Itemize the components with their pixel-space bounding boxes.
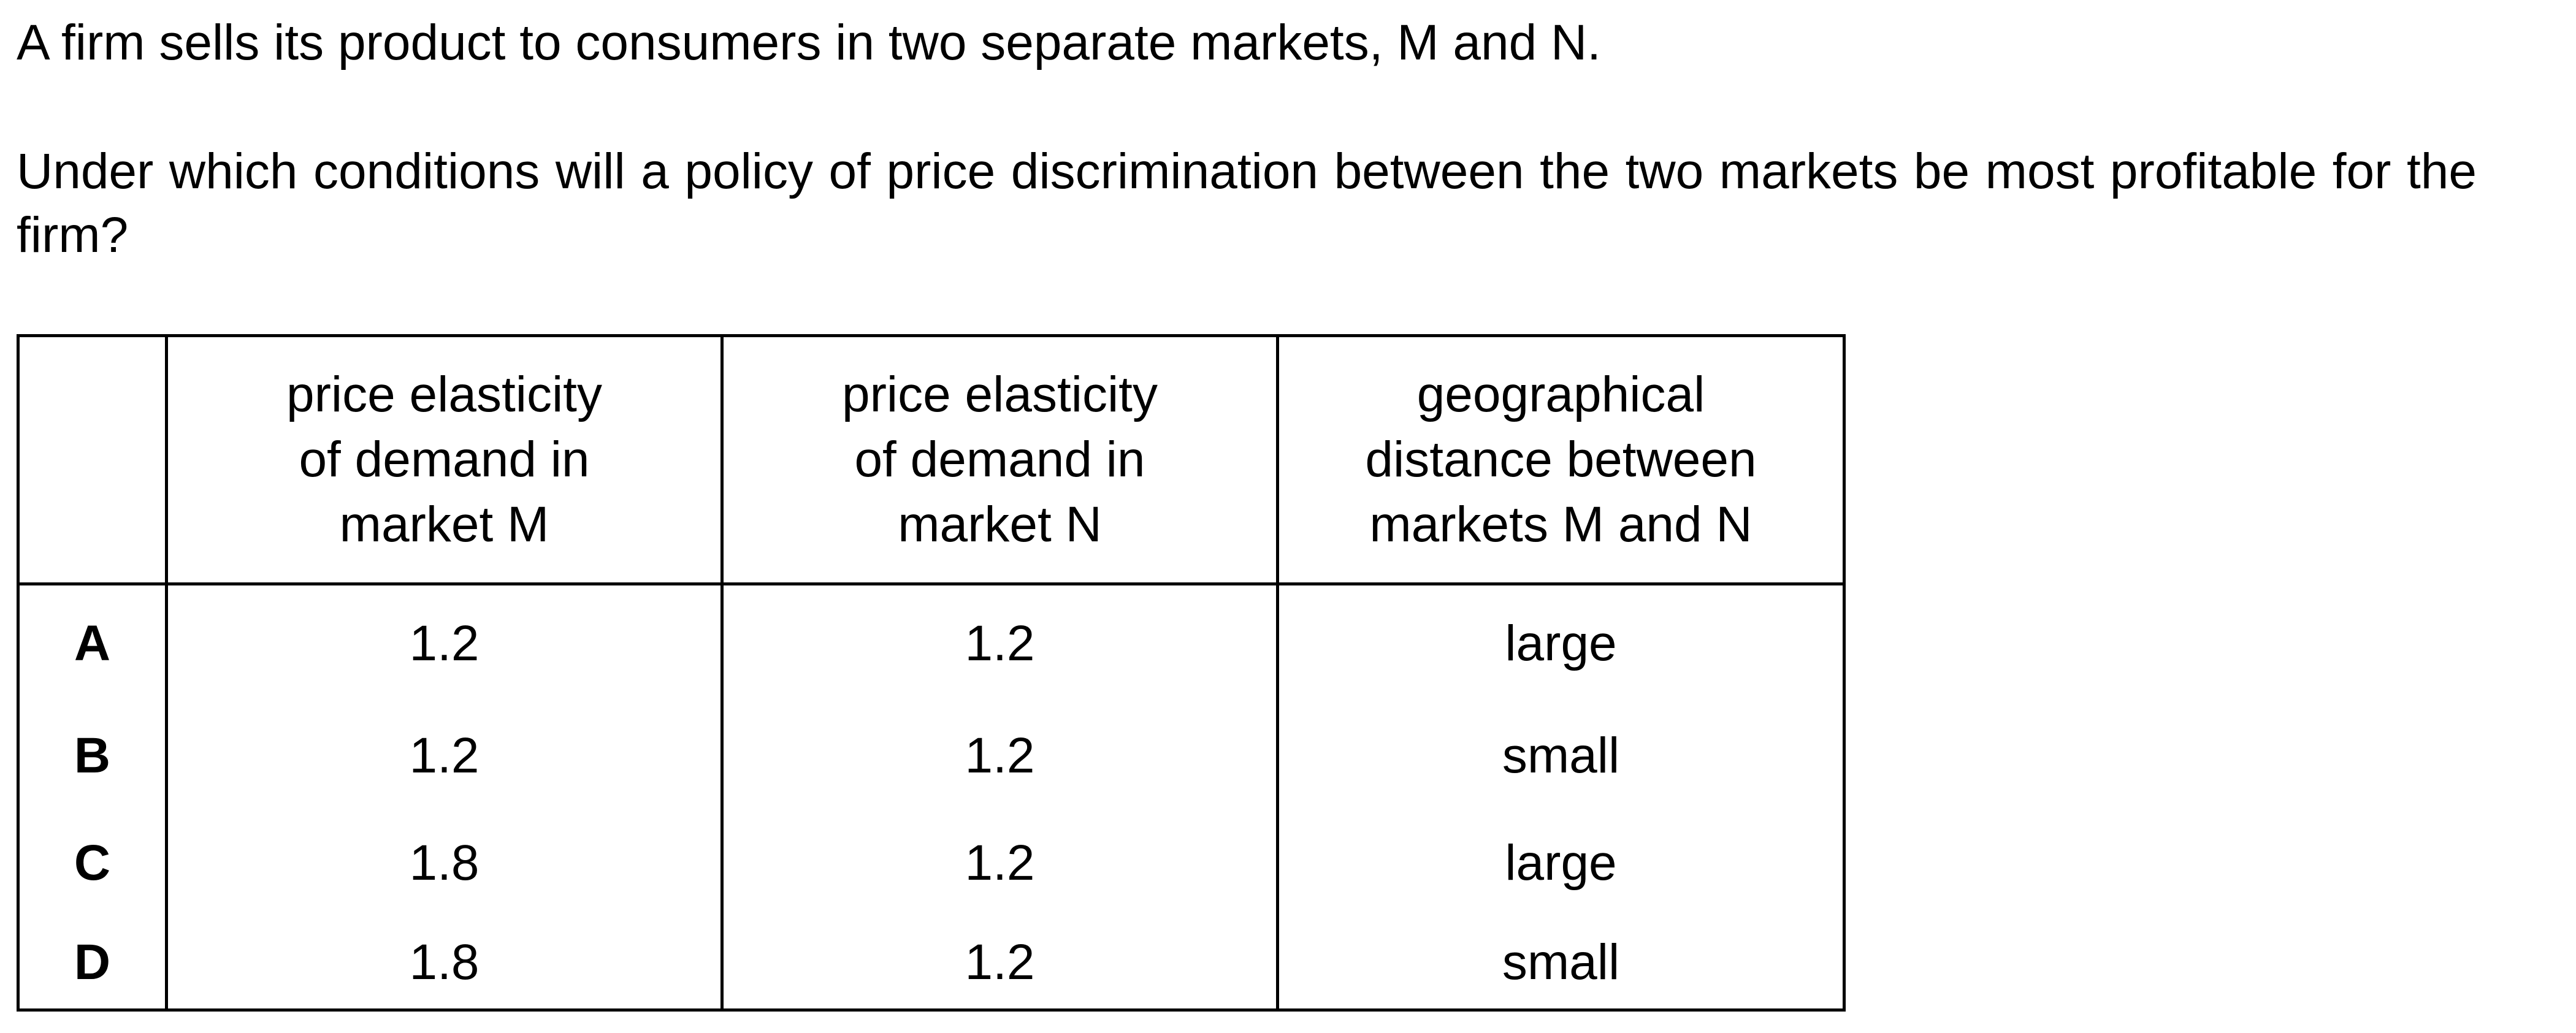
- ped-market-m-value: 1.8: [165, 917, 724, 1010]
- ped-market-n-value: 1.2: [720, 917, 1279, 1010]
- distance-value: large: [1276, 584, 1846, 702]
- distance-value: large: [1276, 809, 1846, 917]
- header-row: price elasticity of demand in market M p…: [17, 335, 1846, 585]
- question-intro: A firm sells its product to consumers in…: [17, 15, 1601, 71]
- option-letter: D: [17, 917, 168, 1010]
- option-letter: C: [17, 809, 168, 917]
- ped-market-n-value: 1.2: [720, 809, 1279, 917]
- header-ped-market-m: price elasticity of demand in market M: [165, 335, 724, 585]
- ped-market-m-value: 1.2: [165, 702, 724, 809]
- distance-value: small: [1276, 917, 1846, 1010]
- header-option-cell: [17, 335, 168, 585]
- ped-market-m-value: 1.8: [165, 809, 724, 917]
- table-row: C 1.8 1.2 large: [17, 809, 1846, 917]
- option-letter: B: [17, 702, 168, 809]
- table-row: D 1.8 1.2 small: [17, 917, 1846, 1010]
- distance-value: small: [1276, 702, 1846, 809]
- header-ped-market-n: price elasticity of demand in market N: [720, 335, 1279, 585]
- option-letter: A: [17, 584, 168, 702]
- ped-market-m-value: 1.2: [165, 584, 724, 702]
- header-geographical-distance: geographical distance between markets M …: [1276, 335, 1846, 585]
- ped-market-n-value: 1.2: [720, 584, 1279, 702]
- ped-market-n-value: 1.2: [720, 702, 1279, 809]
- table-row: A 1.2 1.2 large: [17, 584, 1846, 702]
- question-stem: Under which conditions will a policy of …: [17, 143, 2477, 263]
- options-table: price elasticity of demand in market M p…: [17, 334, 1846, 1012]
- table-row: B 1.2 1.2 small: [17, 702, 1846, 809]
